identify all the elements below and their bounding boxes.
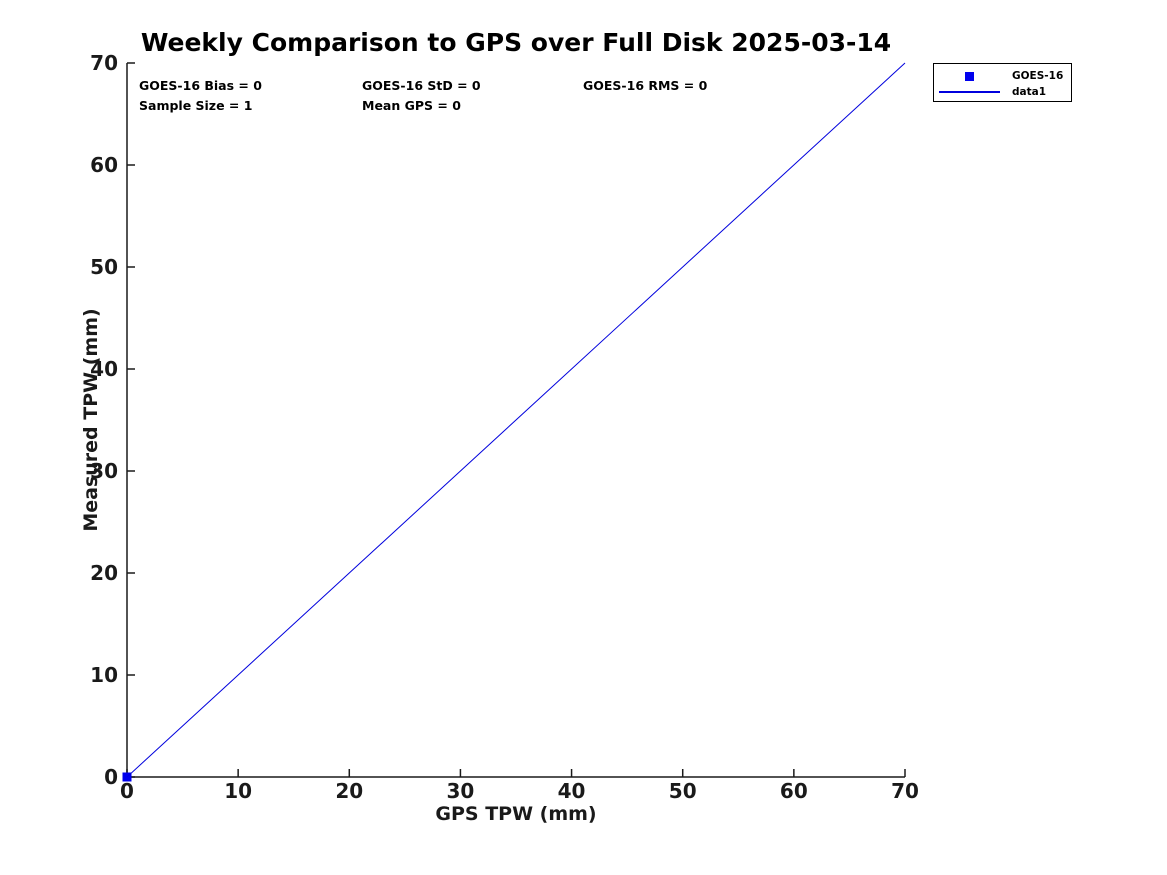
y-tick-label: 10 [90,663,118,687]
y-tick-label: 70 [90,51,118,75]
series-line-data1 [126,62,906,778]
annotation-mean-gps: Mean GPS = 0 [362,98,461,113]
x-tick-label: 70 [891,779,919,803]
annotation-sample-size: Sample Size = 1 [139,98,253,113]
chart-title: Weekly Comparison to GPS over Full Disk … [140,28,892,57]
annotation-std: GOES-16 StD = 0 [362,78,481,93]
x-tick-label: 20 [335,779,363,803]
y-tick-label: 60 [90,153,118,177]
y-tick-label: 40 [90,357,118,381]
x-tick-label: 40 [558,779,586,803]
y-axis-label: Measured TPW (mm) [80,308,102,532]
x-tick-label: 30 [447,779,475,803]
legend-entry-data1: data1 [934,84,1071,100]
legend-entry-goes16: GOES-16 [934,68,1071,84]
y-tick-label: 20 [90,561,118,585]
legend-box: GOES-16 data1 [933,63,1072,102]
legend-square-marker-icon [964,71,974,81]
y-tick-label: 30 [90,459,118,483]
x-tick-label: 50 [669,779,697,803]
x-tick-label: 0 [120,779,134,803]
x-axis-label: GPS TPW (mm) [435,803,597,825]
x-tick-label: 60 [780,779,808,803]
y-tick-label: 0 [104,765,118,789]
legend-label-data1: data1 [1012,86,1047,98]
y-tick-label: 50 [90,255,118,279]
annotation-rms: GOES-16 RMS = 0 [583,78,708,93]
legend-label-goes16: GOES-16 [1012,70,1064,82]
legend-line-marker-icon [938,91,1000,93]
x-tick-label: 10 [224,779,252,803]
annotation-bias: GOES-16 Bias = 0 [139,78,262,93]
